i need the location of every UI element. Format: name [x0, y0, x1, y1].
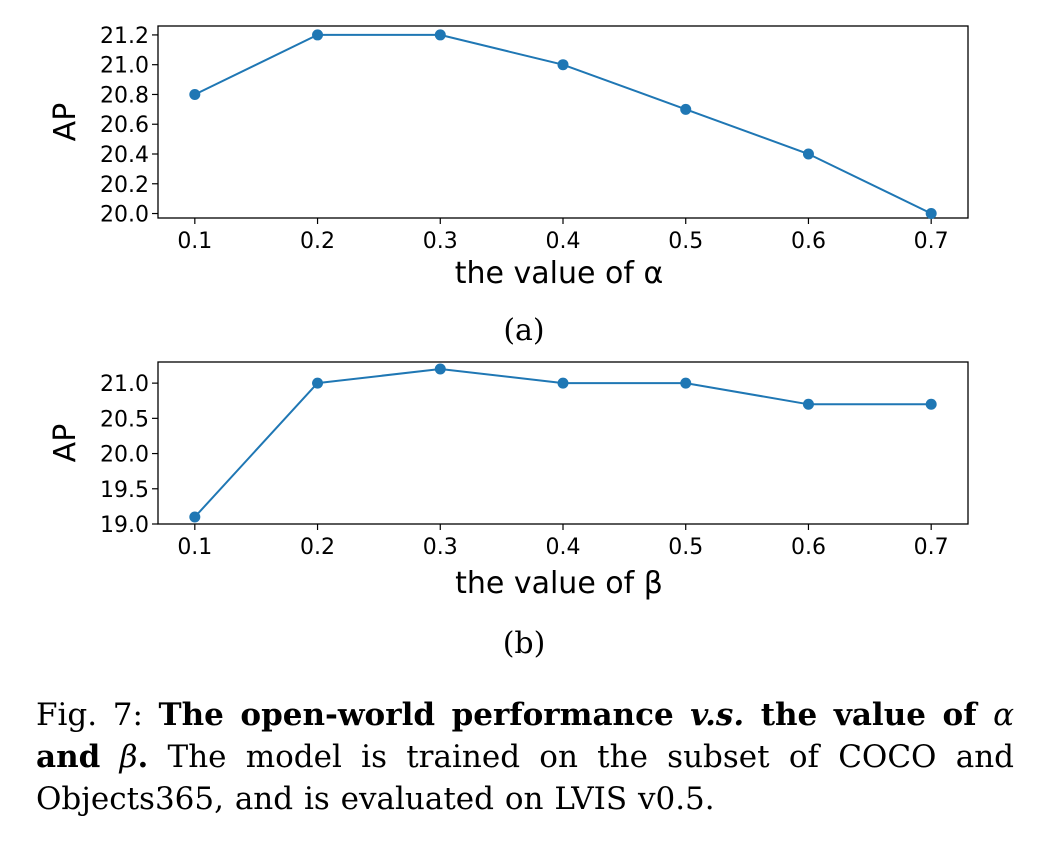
x-tick-label: 0.5 — [668, 535, 703, 560]
caption-bold-and: and — [36, 739, 101, 775]
caption-bold-period: . — [137, 739, 149, 775]
x-tick-label: 0.3 — [423, 229, 458, 254]
y-tick-label: 20.0 — [100, 443, 149, 468]
figure-charts: 0.1 0.2 0.3 0.4 0.5 0.6 0.7 20.0 20.2 20.4 20.6 20.… — [48, 24, 969, 661]
chart-panel-b: 0.1 0.2 0.3 0.4 0.5 0.6 0.7 19.0 19.5 20.0 20.5 21.… — [48, 361, 969, 661]
data-point — [802, 398, 814, 410]
data-point — [434, 29, 446, 41]
subfigure-label: (b) — [503, 626, 546, 661]
caption-alpha-symbol: α — [993, 697, 1015, 733]
data-point — [680, 377, 692, 389]
plot-frame — [157, 25, 969, 219]
x-tick-label: 0.4 — [546, 535, 581, 560]
caption-body: The model is trained on the subset of CO… — [36, 739, 1014, 817]
data-point — [680, 103, 692, 115]
x-tick-label: 0.4 — [546, 229, 581, 254]
y-axis-label: AP — [48, 424, 83, 463]
figure-caption: Fig. 7: The open-world performance v.s. … — [36, 694, 1014, 820]
y-tick-label: 20.2 — [100, 173, 149, 198]
x-tick-label: 0.1 — [177, 535, 212, 560]
x-tick-label: 0.6 — [791, 535, 826, 560]
data-point — [557, 59, 569, 71]
x-tick-label: 0.7 — [914, 229, 949, 254]
x-tick-label: 0.6 — [791, 229, 826, 254]
x-tick-label: 0.1 — [177, 229, 212, 254]
data-point — [312, 377, 324, 389]
y-axis-label: AP — [48, 103, 83, 142]
x-tick-label: 0.3 — [423, 535, 458, 560]
data-point — [925, 208, 937, 220]
x-tick-label: 0.2 — [300, 229, 335, 254]
y-tick-label: 19.0 — [100, 513, 149, 538]
caption-vs: v.s. — [690, 697, 745, 733]
x-axis-label: the value of β — [455, 566, 663, 601]
data-point — [189, 511, 201, 523]
data-point — [189, 88, 201, 100]
data-point — [434, 363, 446, 375]
data-point — [557, 377, 569, 389]
x-tick-label: 0.7 — [914, 535, 949, 560]
y-tick-label: 20.4 — [100, 143, 149, 168]
y-tick-label: 21.0 — [100, 372, 149, 397]
subfigure-label: (a) — [503, 313, 544, 348]
data-point — [925, 398, 937, 410]
y-tick-label: 21.2 — [100, 24, 149, 49]
caption-bold-title-1: The open-world performance — [158, 697, 691, 733]
chart-panel-a: 0.1 0.2 0.3 0.4 0.5 0.6 0.7 20.0 20.2 20.4 20.6 20.… — [48, 24, 969, 348]
x-axis-label: the value of α — [455, 256, 663, 291]
y-tick-label: 20.0 — [100, 203, 149, 228]
y-tick-label: 21.0 — [100, 54, 149, 79]
y-tick-label: 20.8 — [100, 83, 149, 108]
x-tick-label: 0.2 — [300, 535, 335, 560]
data-point — [802, 148, 814, 160]
caption-bold-title-2: the value of — [744, 697, 994, 733]
y-tick-label: 19.5 — [100, 478, 149, 503]
series-line — [194, 367, 932, 518]
y-tick-label: 20.6 — [100, 113, 149, 138]
y-tick-label: 20.5 — [100, 407, 149, 432]
x-tick-label: 0.5 — [668, 229, 703, 254]
caption-fig-label: Fig. 7: — [36, 697, 159, 733]
caption-beta-symbol: β — [119, 739, 138, 775]
data-point — [312, 29, 324, 41]
